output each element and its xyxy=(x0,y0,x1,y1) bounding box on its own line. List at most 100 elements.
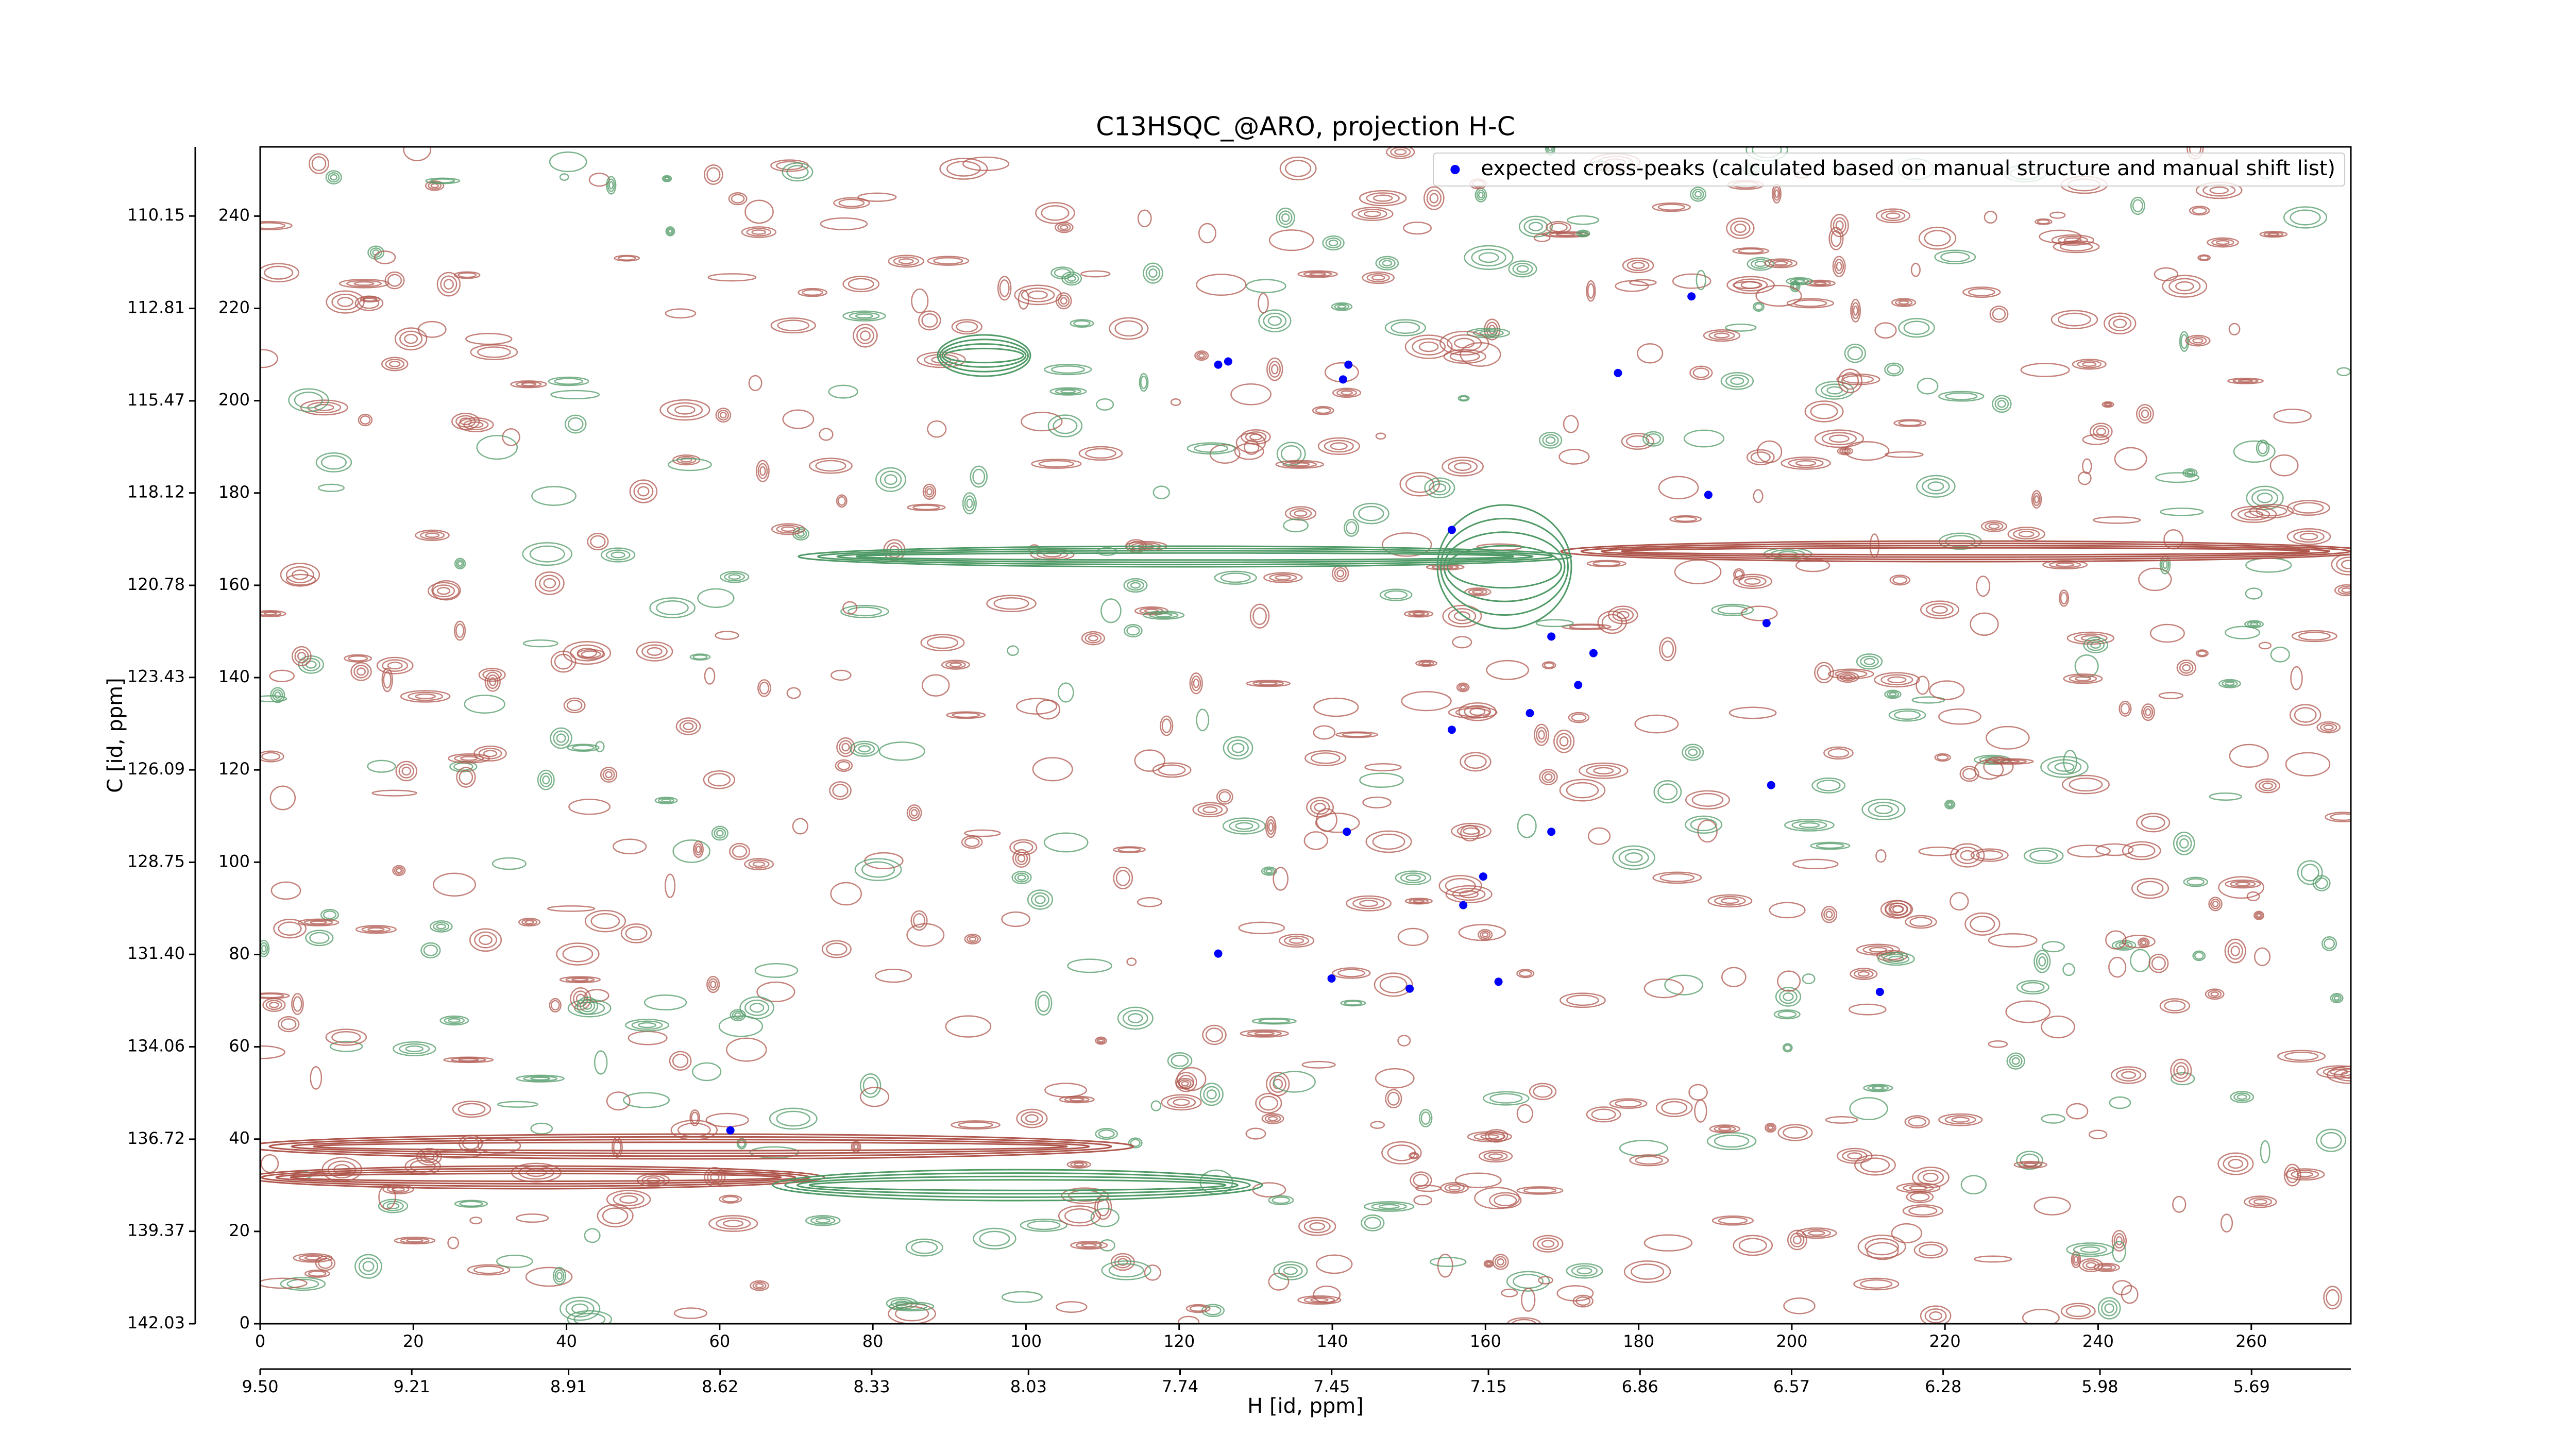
contour xyxy=(392,865,406,876)
contour xyxy=(1909,1185,1928,1191)
contour xyxy=(1166,1096,1196,1108)
contour xyxy=(1197,804,1223,816)
contour xyxy=(1692,189,1704,200)
contour xyxy=(516,1074,565,1083)
contour xyxy=(2259,230,2288,238)
x-tick-label: 180 xyxy=(1623,1331,1654,1351)
y-tick-label: 160 xyxy=(218,575,250,594)
contour xyxy=(905,1238,943,1257)
contour xyxy=(444,1017,465,1024)
contour xyxy=(967,935,979,943)
contour xyxy=(1245,431,1267,443)
contour xyxy=(367,927,385,932)
contour xyxy=(924,486,935,498)
contour xyxy=(2256,913,2262,918)
contour xyxy=(1612,845,1655,870)
contour xyxy=(420,942,441,958)
contour xyxy=(888,255,925,268)
contour xyxy=(1358,209,1387,220)
contour xyxy=(415,693,436,700)
contour xyxy=(459,769,473,785)
contour xyxy=(746,228,772,237)
contour xyxy=(2253,947,2271,967)
contour xyxy=(2036,953,2048,970)
contour xyxy=(2132,199,2143,213)
contour xyxy=(524,920,534,924)
contour xyxy=(1193,678,1199,688)
contour xyxy=(303,919,333,925)
contour xyxy=(353,281,375,286)
contour-streak xyxy=(1440,517,1569,616)
contour xyxy=(2103,402,2113,407)
contour xyxy=(759,466,766,476)
contour xyxy=(1541,771,1555,783)
contour xyxy=(711,825,728,841)
contour xyxy=(1189,672,1203,695)
contour xyxy=(1563,415,1579,433)
x-tick-label: 260 xyxy=(2235,1331,2267,1351)
contour xyxy=(1669,515,1702,523)
contour xyxy=(1263,312,1287,329)
contour xyxy=(2170,1058,2192,1083)
contour xyxy=(2062,963,2075,976)
contour xyxy=(2164,1000,2186,1011)
contour xyxy=(748,375,762,392)
contour xyxy=(1836,671,1859,683)
contour xyxy=(1290,462,1310,467)
peak-marker xyxy=(1459,901,1468,909)
contour xyxy=(454,558,466,570)
contour xyxy=(668,229,673,234)
contour xyxy=(1709,1124,1741,1134)
contour xyxy=(1254,1031,1275,1036)
contour xyxy=(2316,1065,2351,1079)
contour xyxy=(2260,1140,2270,1163)
contour xyxy=(582,1002,592,1010)
contour xyxy=(2018,530,2035,537)
contour xyxy=(1850,968,1878,981)
contour xyxy=(631,1020,663,1030)
peak-marker xyxy=(1875,988,1884,997)
contour xyxy=(454,620,466,641)
contour xyxy=(1533,233,1551,242)
contour-streak xyxy=(268,1136,1112,1157)
contour xyxy=(452,1101,492,1118)
contour xyxy=(1976,576,1991,597)
contour xyxy=(374,250,396,264)
contour xyxy=(1796,1227,1837,1239)
contour xyxy=(1408,611,1429,617)
contour xyxy=(1341,390,1353,395)
contour xyxy=(2093,425,2110,438)
contour xyxy=(2063,237,2082,243)
contour xyxy=(553,730,569,746)
contour xyxy=(329,1040,363,1052)
contour xyxy=(1814,662,1834,684)
contour xyxy=(2220,1213,2233,1233)
contour xyxy=(2245,587,2263,600)
contour xyxy=(2189,206,2210,216)
contour xyxy=(1821,906,1838,923)
x-tick-label: 60 xyxy=(709,1331,731,1351)
contour-streak xyxy=(1601,545,2330,558)
contour-streak xyxy=(836,550,1534,563)
contour xyxy=(2061,774,2110,795)
contour xyxy=(1898,420,1922,426)
contour xyxy=(1944,799,1956,809)
contour xyxy=(962,492,977,515)
contour xyxy=(1478,1150,1513,1163)
contour xyxy=(431,580,461,601)
contour xyxy=(2212,900,2219,907)
contour xyxy=(911,1241,938,1254)
contour xyxy=(1245,1127,1266,1140)
contour xyxy=(1479,330,1498,336)
contour xyxy=(1923,1172,1939,1183)
peak-marker xyxy=(1547,828,1556,836)
contour xyxy=(1874,804,1893,815)
contour xyxy=(404,333,418,344)
contour xyxy=(1853,1277,1900,1291)
contour xyxy=(715,408,732,423)
contour xyxy=(470,344,518,360)
contour xyxy=(1057,223,1071,232)
contour xyxy=(1730,221,1751,236)
contour xyxy=(986,595,1037,613)
contour xyxy=(448,1018,461,1023)
